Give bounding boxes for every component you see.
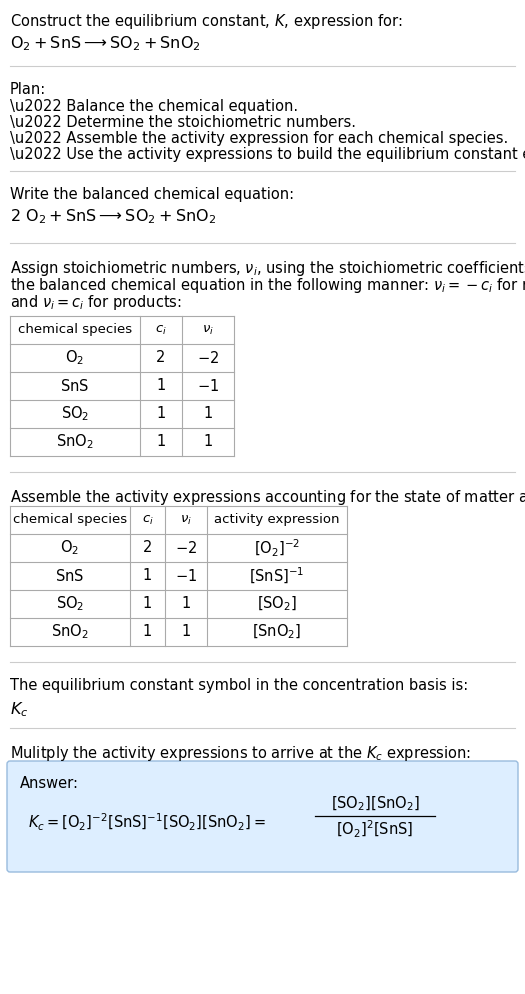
FancyBboxPatch shape xyxy=(7,761,518,872)
Text: activity expression: activity expression xyxy=(214,514,340,527)
Text: $-2$: $-2$ xyxy=(175,540,197,556)
Text: 1: 1 xyxy=(143,569,152,583)
Text: $\mathrm{O_2}$: $\mathrm{O_2}$ xyxy=(60,539,79,558)
Text: $\mathrm{SnS}$: $\mathrm{SnS}$ xyxy=(56,568,85,584)
Text: $\mathrm{2\ O_2 + SnS \longrightarrow SO_2 + SnO_2}$: $\mathrm{2\ O_2 + SnS \longrightarrow SO… xyxy=(10,207,216,226)
Text: $[\mathrm{SnS}]^{-1}$: $[\mathrm{SnS}]^{-1}$ xyxy=(249,566,304,586)
Text: 1: 1 xyxy=(156,407,165,421)
Text: $c_i$: $c_i$ xyxy=(142,514,153,527)
Text: Plan:: Plan: xyxy=(10,82,46,97)
Text: \u2022 Balance the chemical equation.: \u2022 Balance the chemical equation. xyxy=(10,99,298,114)
Text: $\nu_i$: $\nu_i$ xyxy=(202,323,214,337)
Text: and $\nu_i = c_i$ for products:: and $\nu_i = c_i$ for products: xyxy=(10,293,182,312)
Text: 1: 1 xyxy=(143,624,152,639)
Text: $\mathrm{SnS}$: $\mathrm{SnS}$ xyxy=(60,378,90,394)
Text: $\mathrm{SO_2}$: $\mathrm{SO_2}$ xyxy=(56,594,84,613)
Text: $[\mathrm{SnO_2}]$: $[\mathrm{SnO_2}]$ xyxy=(253,623,302,641)
Text: $[\mathrm{SO_2}][\mathrm{SnO_2}]$: $[\mathrm{SO_2}][\mathrm{SnO_2}]$ xyxy=(331,794,419,813)
Text: $\mathrm{O_2 + SnS \longrightarrow SO_2 + SnO_2}$: $\mathrm{O_2 + SnS \longrightarrow SO_2 … xyxy=(10,34,201,53)
Text: $\mathrm{SnO_2}$: $\mathrm{SnO_2}$ xyxy=(51,622,89,641)
Text: 2: 2 xyxy=(156,351,166,366)
Text: $\mathrm{O_2}$: $\mathrm{O_2}$ xyxy=(66,349,85,368)
Text: $[\mathrm{O_2}]^{-2}$: $[\mathrm{O_2}]^{-2}$ xyxy=(254,538,300,559)
Text: $\mathrm{SO_2}$: $\mathrm{SO_2}$ xyxy=(61,405,89,423)
Text: \u2022 Use the activity expressions to build the equilibrium constant expression: \u2022 Use the activity expressions to b… xyxy=(10,147,525,162)
Text: 1: 1 xyxy=(203,407,213,421)
Text: 1: 1 xyxy=(156,379,165,394)
Text: $c_i$: $c_i$ xyxy=(155,323,167,337)
Text: chemical species: chemical species xyxy=(18,323,132,337)
Text: 2: 2 xyxy=(143,541,152,556)
Text: $-2$: $-2$ xyxy=(197,350,219,366)
Text: 1: 1 xyxy=(181,596,191,611)
Text: Assign stoichiometric numbers, $\nu_i$, using the stoichiometric coefficients, $: Assign stoichiometric numbers, $\nu_i$, … xyxy=(10,259,525,278)
Text: chemical species: chemical species xyxy=(13,514,127,527)
Text: \u2022 Assemble the activity expression for each chemical species.: \u2022 Assemble the activity expression … xyxy=(10,131,508,146)
Text: The equilibrium constant symbol in the concentration basis is:: The equilibrium constant symbol in the c… xyxy=(10,678,468,693)
Text: 1: 1 xyxy=(203,434,213,449)
Text: \u2022 Determine the stoichiometric numbers.: \u2022 Determine the stoichiometric numb… xyxy=(10,115,356,130)
Text: $\mathrm{SnO_2}$: $\mathrm{SnO_2}$ xyxy=(56,432,94,451)
Text: Assemble the activity expressions accounting for the state of matter and $\nu_i$: Assemble the activity expressions accoun… xyxy=(10,488,525,507)
Text: $\nu_i$: $\nu_i$ xyxy=(180,514,192,527)
Text: $K_c = [\mathrm{O_2}]^{-2}[\mathrm{SnS}]^{-1}[\mathrm{SO_2}][\mathrm{SnO_2}] = $: $K_c = [\mathrm{O_2}]^{-2}[\mathrm{SnS}]… xyxy=(28,811,266,833)
Text: $-1$: $-1$ xyxy=(197,378,219,394)
Text: Write the balanced chemical equation:: Write the balanced chemical equation: xyxy=(10,187,294,202)
Text: 1: 1 xyxy=(156,434,165,449)
Text: Answer:: Answer: xyxy=(20,776,79,791)
Text: 1: 1 xyxy=(181,624,191,639)
Text: the balanced chemical equation in the following manner: $\nu_i = -c_i$ for react: the balanced chemical equation in the fo… xyxy=(10,276,525,295)
Text: Mulitply the activity expressions to arrive at the $K_c$ expression:: Mulitply the activity expressions to arr… xyxy=(10,744,471,763)
Text: 1: 1 xyxy=(143,596,152,611)
Text: $-1$: $-1$ xyxy=(175,568,197,584)
Text: $[\mathrm{O_2}]^2[\mathrm{SnS}]$: $[\mathrm{O_2}]^2[\mathrm{SnS}]$ xyxy=(337,819,414,840)
Text: Construct the equilibrium constant, $K$, expression for:: Construct the equilibrium constant, $K$,… xyxy=(10,12,403,31)
Text: $[\mathrm{SO_2}]$: $[\mathrm{SO_2}]$ xyxy=(257,594,297,613)
Text: $K_c$: $K_c$ xyxy=(10,700,28,719)
